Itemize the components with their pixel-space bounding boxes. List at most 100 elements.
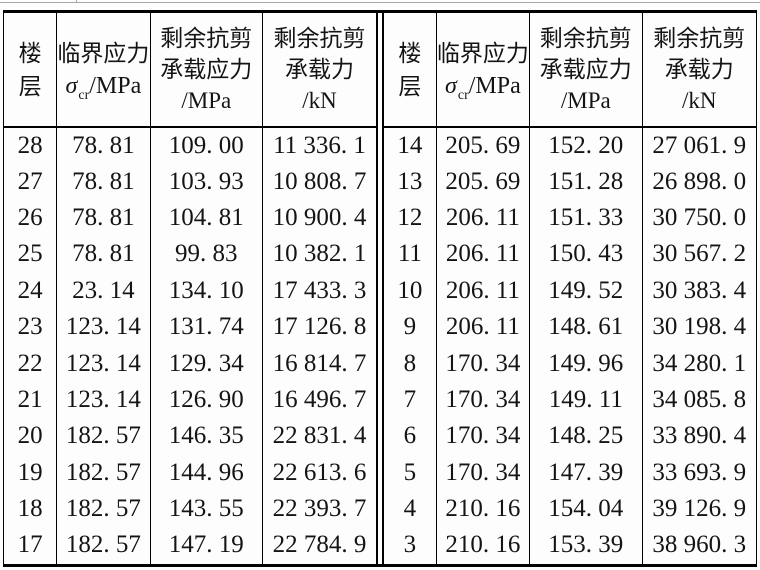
table-row: 19 182. 57 144. 96 22 613. 6: [3, 454, 378, 491]
floor-cell: 28: [3, 127, 58, 164]
value-cell: 170. 34: [436, 345, 531, 382]
table-row: 7 170. 34 149. 11 34 085. 8: [383, 381, 757, 419]
table-right-half: 楼 层 临界应力 σcr/MPa 剩余抗剪 承载应力 /MPa 剩余抗剪 承: [382, 13, 757, 564]
value-cell: 210. 16: [436, 527, 531, 564]
value-cell: 151. 33: [529, 199, 643, 237]
value-cell: 206. 11: [436, 199, 531, 237]
table-row: 9 206. 11 148. 61 30 198. 4: [383, 308, 757, 346]
value-cell: 153. 39: [529, 527, 643, 564]
value-cell: 17 126. 8: [272, 313, 367, 341]
column-header-floor: 楼 层: [3, 13, 58, 128]
header-symbol: σcr/MPa: [437, 70, 529, 103]
unit-label: /MPa: [181, 88, 232, 113]
column-header-critical-stress: 临界应力 σcr/MPa: [436, 13, 531, 128]
header-text: 承载力: [285, 57, 354, 82]
table-left-half: 楼 层 临界应力 σcr/MPa 剩余抗剪 承载应力 /MPa 剩余抗剪 承: [3, 13, 378, 564]
table-row: 3 210. 16 153. 39 38 960. 3: [383, 527, 757, 564]
floor-cell: 24: [3, 272, 58, 309]
table-row: 12 206. 11 151. 33 30 750. 0: [383, 199, 757, 237]
header-text: 承载应力: [160, 57, 253, 82]
floor-cell: 17: [3, 527, 58, 564]
value-cell: 144. 96: [150, 454, 264, 491]
table-body-right: 14 205. 69 152. 20 27 061. 9 13 205. 69 151. 2…: [383, 127, 757, 564]
header-text: 临界应力: [57, 40, 150, 66]
table-row: 27 78. 81 103. 93 10 808. 7: [3, 163, 378, 200]
floor-cell: 25: [3, 236, 58, 273]
value-cell: 147. 39: [529, 454, 643, 491]
table-row: 5 170. 34 147. 39 33 693. 9: [383, 454, 757, 491]
header-symbol: σcr/MPa: [57, 70, 149, 103]
data-table: 楼 层 临界应力 σcr/MPa 剩余抗剪 承载应力 /MPa 剩余抗剪 承: [3, 10, 757, 567]
table-row: 24 23. 14 134. 10 17 433. 3: [3, 272, 378, 309]
unit-label: /kN: [682, 88, 717, 113]
value-cell: 30 750. 0: [652, 203, 747, 231]
value-cell: 149. 52: [529, 272, 643, 309]
floor-cell: 8: [383, 345, 437, 382]
value-cell: 78. 81: [56, 163, 151, 200]
header-text: 剩余抗剪: [653, 26, 746, 51]
header-text: 楼: [398, 40, 422, 66]
value-cell: 22 393. 7: [272, 495, 367, 523]
header-text: 剩余抗剪: [160, 26, 253, 51]
unit-label: /MPa: [560, 88, 611, 113]
value-cell: 34 085. 8: [652, 385, 747, 413]
value-cell: 103. 93: [150, 163, 264, 200]
value-cell: 205. 69: [436, 163, 531, 200]
header-row: 楼 层 临界应力 σcr/MPa 剩余抗剪 承载应力 /MPa 剩余抗剪 承: [383, 13, 757, 128]
table-row: 26 78. 81 104. 81 10 900. 4: [3, 199, 378, 237]
floor-cell: 26: [3, 199, 58, 237]
floor-cell: 10: [383, 272, 437, 309]
header-row: 楼 层 临界应力 σcr/MPa 剩余抗剪 承载应力 /MPa 剩余抗剪 承: [3, 13, 377, 128]
floor-cell: 11: [383, 236, 437, 273]
floor-cell: 20: [3, 418, 58, 455]
table-row: 22 123. 14 129. 34 16 814. 7: [3, 345, 378, 382]
value-cell: 154. 04: [529, 490, 643, 528]
value-cell: 206. 11: [436, 272, 531, 309]
header-text: 层: [18, 73, 42, 99]
table-row: 25 78. 81 99. 83 10 382. 1: [3, 236, 378, 273]
floor-cell: 27: [3, 163, 58, 200]
table-row: 17 182. 57 147. 19 22 784. 9: [3, 527, 378, 564]
header-text: 剩余抗剪: [539, 26, 632, 51]
table-row: 10 206. 11 149. 52 30 383. 4: [383, 272, 757, 309]
header-text: 楼: [18, 40, 42, 66]
floor-cell: 3: [383, 527, 437, 564]
value-cell: 26 898. 0: [652, 167, 747, 195]
sigma-symbol: σ: [65, 72, 79, 99]
value-cell: 205. 69: [436, 127, 531, 164]
table-row: 20 182. 57 146. 35 22 831. 4: [3, 418, 378, 455]
floor-cell: 22: [3, 345, 58, 382]
floor-cell: 5: [383, 454, 437, 491]
value-cell: 10 382. 1: [272, 240, 367, 268]
value-cell: 30 383. 4: [652, 276, 747, 304]
value-cell: 78. 81: [56, 236, 151, 273]
value-cell: 123. 14: [56, 308, 151, 346]
table-header: 楼 层 临界应力 σcr/MPa 剩余抗剪 承载应力 /MPa 剩余抗剪 承: [383, 13, 757, 128]
value-cell: 22 613. 6: [272, 458, 367, 486]
value-cell: 147. 19: [150, 527, 264, 564]
table-row: 14 205. 69 152. 20 27 061. 9: [383, 127, 757, 164]
value-cell: 33 890. 4: [652, 422, 747, 450]
value-cell: 30 567. 2: [652, 240, 747, 268]
sigma-symbol: σ: [445, 72, 458, 99]
value-cell: 170. 34: [436, 454, 531, 491]
value-cell: 182. 57: [56, 490, 151, 528]
floor-cell: 21: [3, 381, 58, 419]
value-cell: 148. 25: [529, 418, 643, 455]
table-row: 18 182. 57 143. 55 22 393. 7: [3, 490, 378, 528]
column-header-residual-shear-stress: 剩余抗剪 承载应力 /MPa: [529, 13, 643, 128]
column-header-floor: 楼 层: [383, 13, 437, 128]
value-cell: 104. 81: [150, 199, 264, 237]
value-cell: 126. 90: [150, 381, 264, 419]
value-cell: 78. 81: [56, 199, 151, 237]
header-text: 承载力: [664, 57, 734, 82]
table-row: 11 206. 11 150. 43 30 567. 2: [383, 236, 757, 273]
value-cell: 182. 57: [56, 418, 151, 455]
unit-label: /MPa: [89, 72, 142, 99]
unit-label: /MPa: [468, 72, 521, 99]
table-header: 楼 层 临界应力 σcr/MPa 剩余抗剪 承载应力 /MPa 剩余抗剪 承: [3, 13, 377, 128]
value-cell: 149. 96: [529, 345, 643, 382]
table-body-left: 28 78. 81 109. 00 11 336. 1 27 78. 81 103. 93 1…: [3, 127, 378, 564]
header-text: 剩余抗剪: [273, 26, 366, 51]
